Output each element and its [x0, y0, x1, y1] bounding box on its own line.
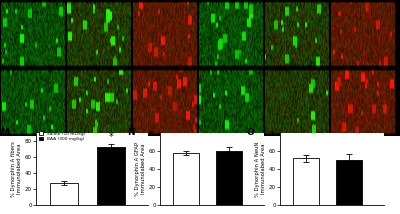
Y-axis label: % Dynorphin A fibers
Immunolabed Area: % Dynorphin A fibers Immunolabed Area [11, 141, 22, 197]
Text: N: N [127, 128, 134, 137]
Bar [216, 151, 242, 205]
Bar [173, 153, 199, 205]
Text: *: * [108, 132, 113, 142]
Bar [336, 160, 362, 205]
Text: O: O [247, 128, 254, 137]
Text: M: M [0, 128, 9, 137]
Bar [293, 158, 319, 205]
Y-axis label: % Dynorphin A GFAP
Immunolabed Area: % Dynorphin A GFAP Immunolabed Area [135, 142, 146, 196]
Y-axis label: % Dynorphin A NeuN
Immunolabed Area: % Dynorphin A NeuN Immunolabed Area [255, 141, 266, 197]
Legend: Saline (10 mL/kg), BAA (300 mg/kg): Saline (10 mL/kg), BAA (300 mg/kg) [38, 131, 86, 142]
Bar [50, 183, 78, 205]
Bar [97, 147, 125, 205]
